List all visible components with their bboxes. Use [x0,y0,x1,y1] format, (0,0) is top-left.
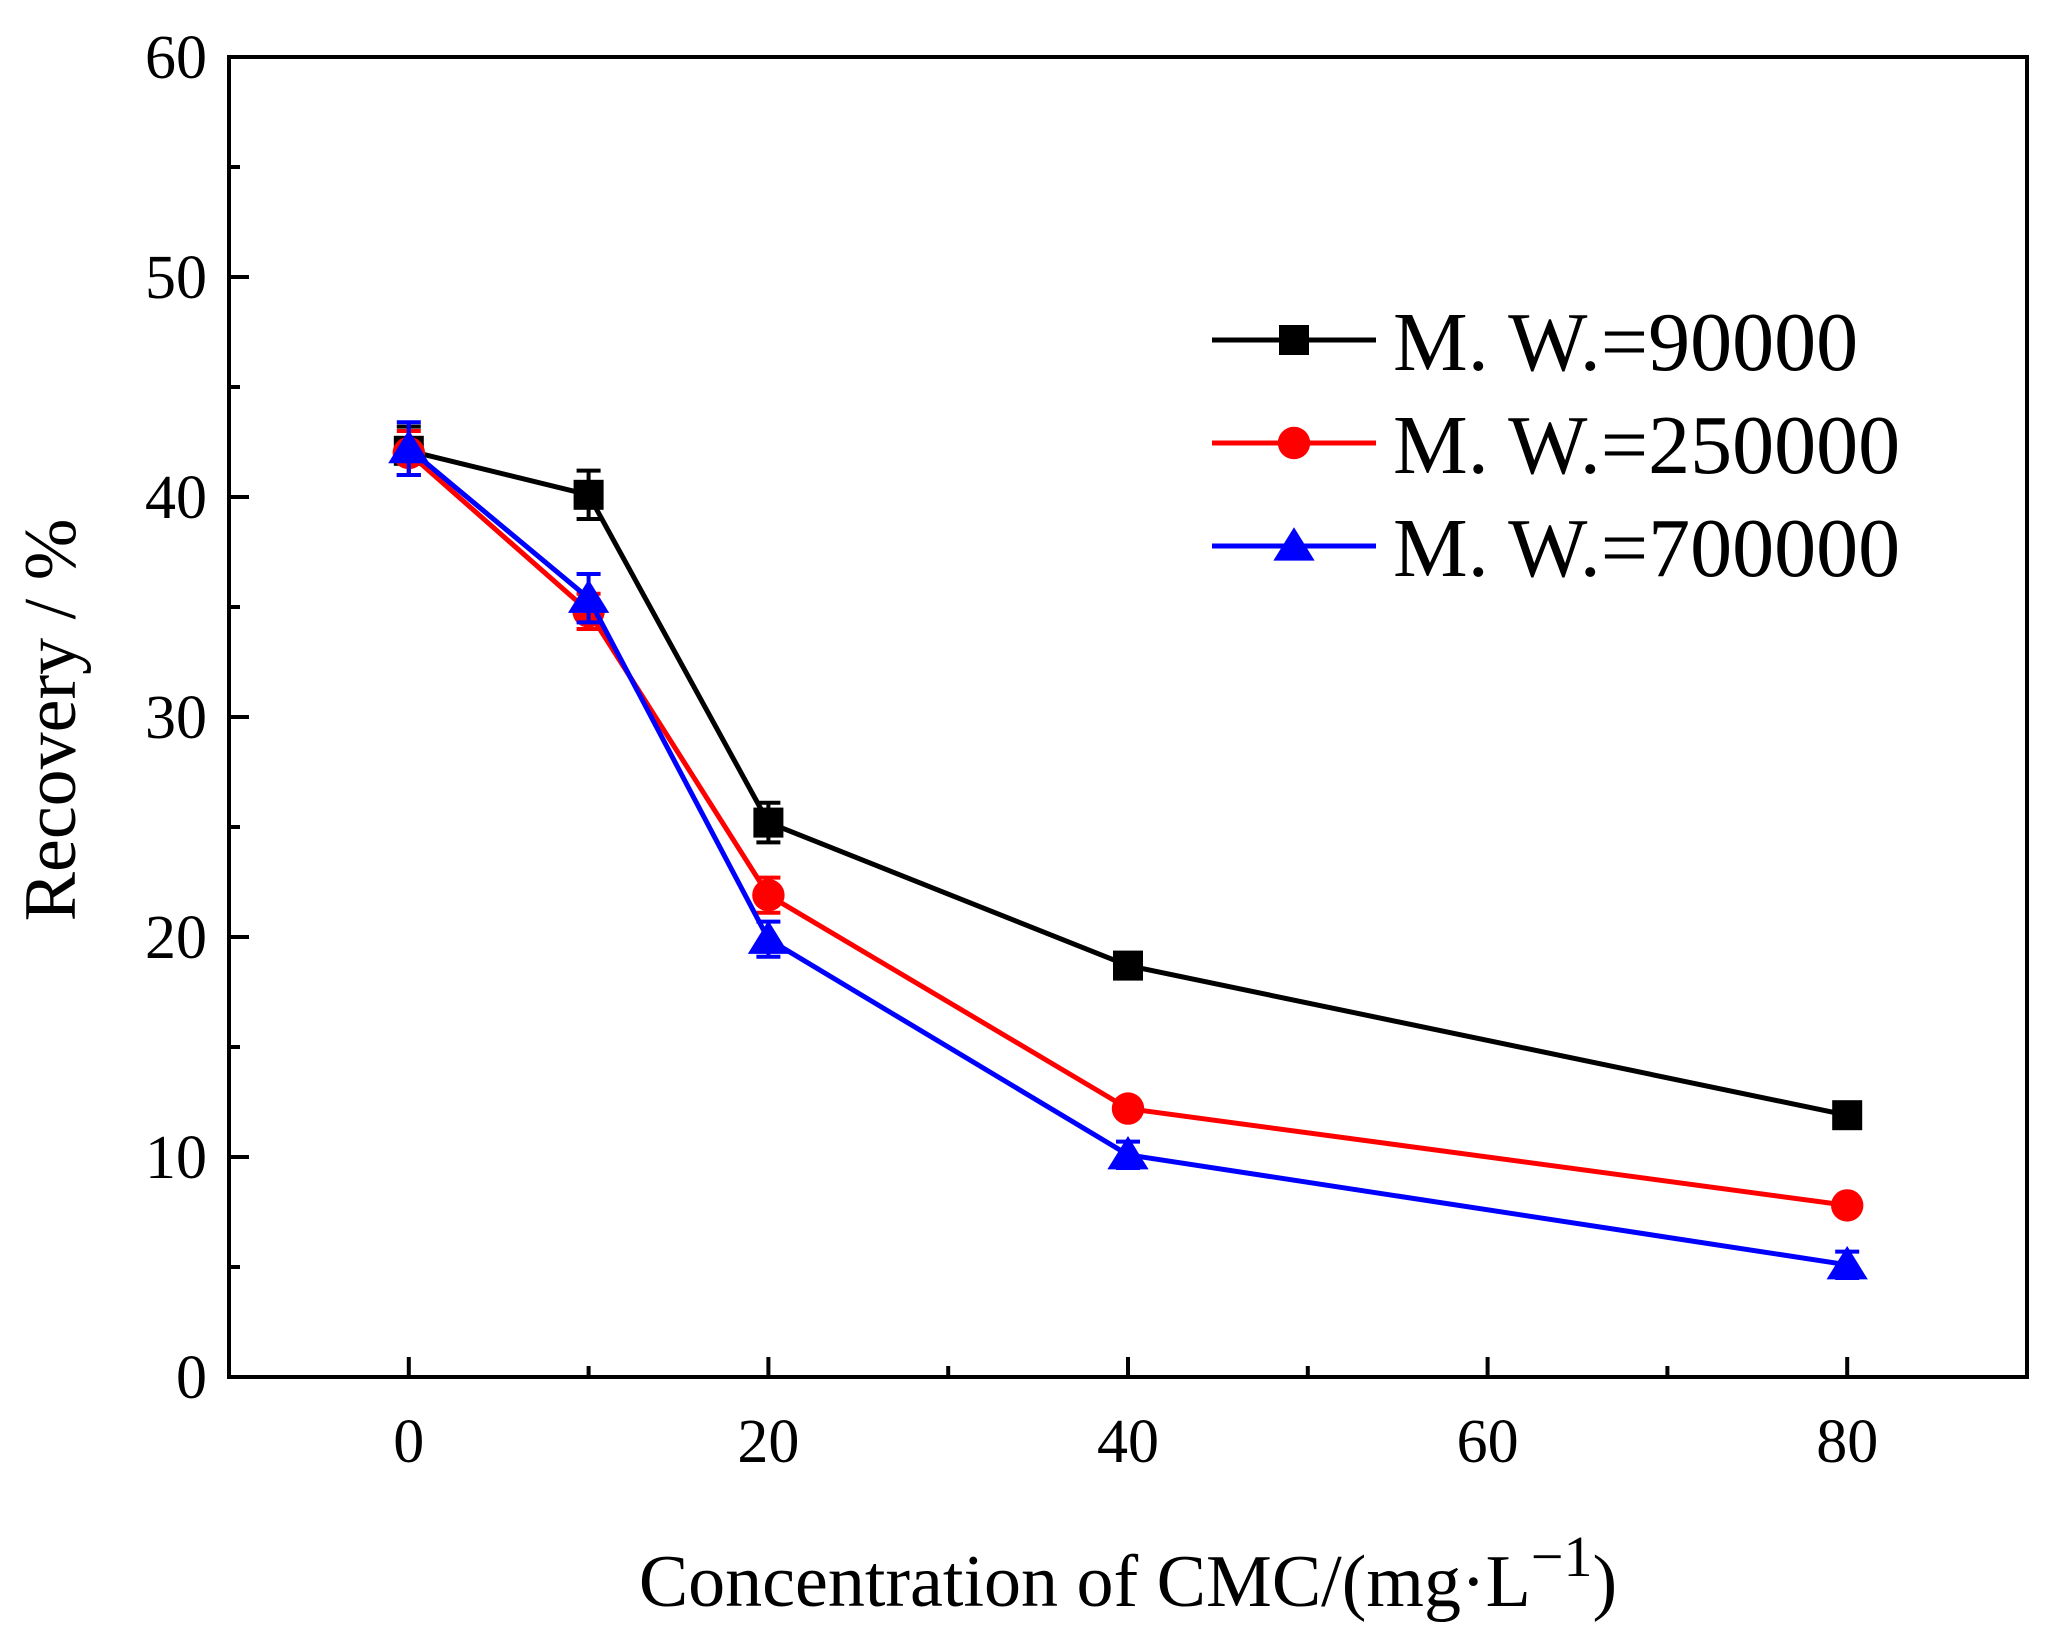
data-point [573,479,604,510]
legend-label: M. W.=700000 [1393,502,1900,595]
x-tick-label: 0 [393,1408,424,1476]
x-tick-label: 40 [1097,1408,1159,1476]
data-point [752,879,785,912]
x-axis-title-main: Concentration of CMC/(mg·L [639,1541,1531,1623]
x-tick-labels: 0 20 40 60 80 [393,1408,1878,1476]
data-point [1832,1100,1863,1131]
legend-item-1: M. W.=90000 [1212,296,1858,389]
legend-item-3: M. W.=700000 [1212,502,1900,595]
y-axis-title: Recovery / % [10,519,92,922]
y-tick-label: 20 [145,904,207,972]
series-3 [388,420,1868,1280]
data-point [1111,1092,1145,1125]
plot-frame [227,55,2029,1379]
legend-item-2: M. W.=250000 [1212,399,1900,492]
y-tick-label: 0 [176,1344,207,1412]
y-tick-label: 10 [145,1124,207,1192]
legend-label: M. W.=250000 [1393,399,1900,492]
legend-marker [1279,325,1309,355]
x-axis-title-close: ) [1593,1541,1618,1623]
data-point [1113,950,1143,981]
data-point [1107,1136,1149,1170]
x-tick-label: 60 [1457,1408,1519,1476]
y-tick-label: 30 [145,684,207,752]
legend-marker [1273,527,1315,561]
data-point [1826,1246,1868,1280]
legend-marker [1277,426,1311,460]
data-point [1831,1189,1864,1222]
y-tick-label: 40 [145,464,207,532]
y-tick-label: 50 [145,244,207,312]
x-tick-label: 80 [1816,1408,1878,1476]
data-point [388,429,430,464]
legend-label: M. W.=90000 [1393,296,1858,389]
data-point [747,920,790,954]
data-point [753,807,784,838]
x-tick-label: 20 [737,1408,799,1476]
y-tick-label: 60 [145,24,207,92]
x-axis-title-superscript: −1 [1531,1524,1593,1589]
y-tick-labels: 0 10 20 30 40 50 60 [145,24,207,1412]
legend: M. W.=90000 M. W.=250000 M. W.=700000 [1212,296,1900,595]
series-layer [388,420,1868,1280]
data-point [567,579,610,613]
x-axis-title: Concentration of CMC/(mg·L−1) [639,1524,1617,1623]
axis-ticks [229,55,1850,1379]
